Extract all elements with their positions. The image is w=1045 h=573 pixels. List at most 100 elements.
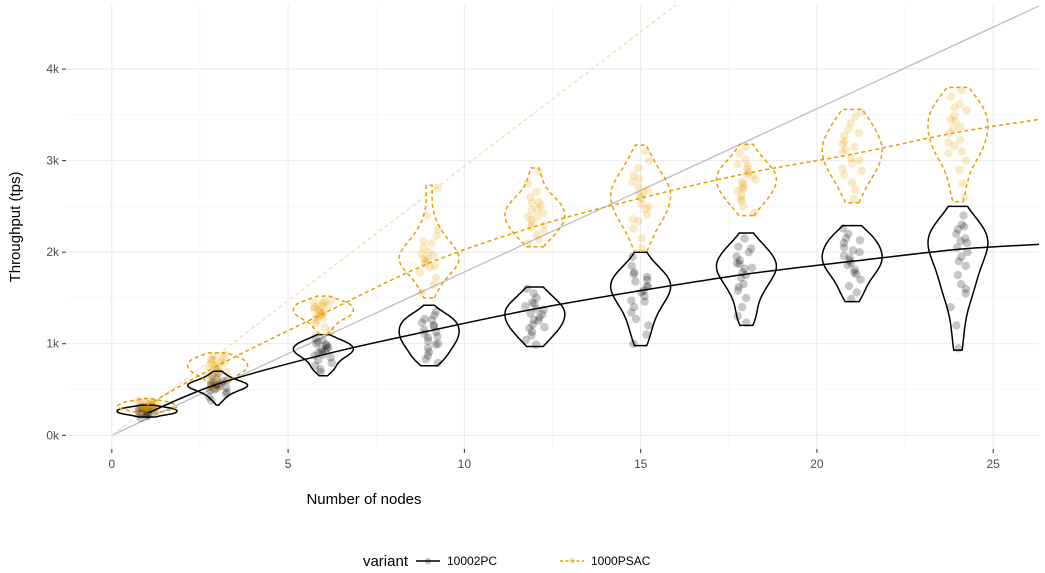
legend-title: variant <box>363 553 409 570</box>
data-point-1000PSAC <box>955 165 964 174</box>
data-point-10002PC <box>222 388 231 397</box>
x-tick-label: 5 <box>285 457 292 471</box>
data-point-10002PC <box>527 298 537 307</box>
data-point-10002PC <box>844 281 854 291</box>
data-point-10002PC <box>852 269 861 279</box>
data-point-1000PSAC <box>635 191 644 200</box>
data-point-1000PSAC <box>207 359 216 369</box>
data-point-10002PC <box>741 270 751 280</box>
data-point-1000PSAC <box>536 201 545 210</box>
data-point-1000PSAC <box>951 117 960 126</box>
data-point-10002PC <box>420 314 429 324</box>
data-point-1000PSAC <box>421 257 431 266</box>
data-point-1000PSAC <box>638 188 647 197</box>
violin-10002PC-x18 <box>715 232 778 327</box>
data-point-10002PC <box>530 299 539 308</box>
data-point-1000PSAC <box>317 309 326 318</box>
data-point-10002PC <box>631 314 641 324</box>
data-point-1000PSAC <box>634 163 643 173</box>
data-point-1000PSAC <box>737 177 746 186</box>
data-point-10002PC <box>740 234 749 243</box>
violin-10002PC-x9 <box>398 304 460 367</box>
data-point-10002PC <box>521 301 530 311</box>
data-point-10002PC <box>424 347 434 357</box>
data-point-1000PSAC <box>851 185 860 195</box>
data-point-10002PC <box>952 229 961 239</box>
x-tick-label: 15 <box>634 457 648 471</box>
data-point-1000PSAC <box>419 236 428 246</box>
data-point-1000PSAC <box>534 197 544 207</box>
data-point-10002PC <box>740 264 749 273</box>
data-point-10002PC <box>327 358 336 368</box>
data-point-10002PC <box>961 234 970 243</box>
data-point-10002PC <box>312 339 321 348</box>
data-point-1000PSAC <box>315 306 325 315</box>
data-point-1000PSAC <box>535 235 544 244</box>
data-point-1000PSAC <box>955 135 965 144</box>
data-point-10002PC <box>532 293 541 303</box>
data-point-10002PC <box>630 268 639 277</box>
data-point-10002PC <box>855 236 865 245</box>
data-point-1000PSAC <box>950 141 959 151</box>
data-point-1000PSAC <box>532 230 541 239</box>
violin-1000PSAC-x9 <box>398 184 460 299</box>
data-point-10002PC <box>431 340 440 349</box>
data-point-10002PC <box>431 307 441 316</box>
data-point-1000PSAC <box>742 170 752 179</box>
data-point-1000PSAC <box>539 220 549 229</box>
x-axis-title: Number of nodes <box>306 491 421 508</box>
data-point-10002PC <box>433 339 443 348</box>
data-point-1000PSAC <box>844 125 853 134</box>
data-point-10002PC <box>732 252 741 261</box>
data-point-10002PC <box>322 341 331 350</box>
data-point-1000PSAC <box>838 164 847 174</box>
data-point-1000PSAC <box>629 171 638 180</box>
y-tick-label: 0k <box>46 428 60 442</box>
data-point-10002PC <box>734 242 743 251</box>
data-point-1000PSAC <box>838 139 847 149</box>
data-point-1000PSAC <box>140 404 149 413</box>
data-point-10002PC <box>843 260 852 270</box>
violin-1000PSAC-x6 <box>292 295 355 336</box>
data-point-10002PC <box>954 344 963 353</box>
data-point-10002PC <box>529 289 538 298</box>
data-point-1000PSAC <box>628 215 637 224</box>
data-point-1000PSAC <box>538 208 548 218</box>
data-point-10002PC <box>631 277 640 286</box>
data-point-1000PSAC <box>311 319 320 328</box>
data-point-10002PC <box>741 293 751 303</box>
data-point-1000PSAC <box>539 226 549 236</box>
data-point-10002PC <box>733 286 743 295</box>
data-point-10002PC <box>141 405 150 415</box>
data-point-10002PC <box>953 225 963 234</box>
data-point-1000PSAC <box>751 175 760 185</box>
data-point-10002PC <box>954 257 963 266</box>
violin-10002PC-x24 <box>927 205 989 351</box>
data-point-10002PC <box>952 321 961 330</box>
data-point-10002PC <box>527 327 537 337</box>
data-point-1000PSAC <box>850 142 859 152</box>
fit-curve-1000PSAC <box>146 118 1039 406</box>
data-point-1000PSAC <box>838 148 847 157</box>
data-point-10002PC <box>314 356 323 365</box>
data-point-10002PC <box>627 308 636 317</box>
data-point-1000PSAC <box>840 171 849 180</box>
data-point-10002PC <box>839 238 848 248</box>
data-point-1000PSAC <box>957 147 967 156</box>
data-point-1000PSAC <box>430 261 440 271</box>
data-point-1000PSAC <box>737 191 746 200</box>
data-point-10002PC <box>629 269 638 279</box>
data-point-10002PC <box>734 282 744 292</box>
data-point-1000PSAC <box>323 301 333 310</box>
violin-1000PSAC-x3 <box>186 352 249 391</box>
data-point-1000PSAC <box>857 166 866 175</box>
data-point-1000PSAC <box>433 225 442 234</box>
data-point-1000PSAC <box>211 361 220 370</box>
y-tick-label: 1k <box>46 337 60 351</box>
data-point-10002PC <box>856 275 865 284</box>
data-point-10002PC <box>212 374 221 383</box>
data-point-1000PSAC <box>532 213 542 222</box>
data-point-1000PSAC <box>429 280 438 290</box>
grid-minor <box>66 5 1039 449</box>
data-point-1000PSAC <box>737 196 746 206</box>
